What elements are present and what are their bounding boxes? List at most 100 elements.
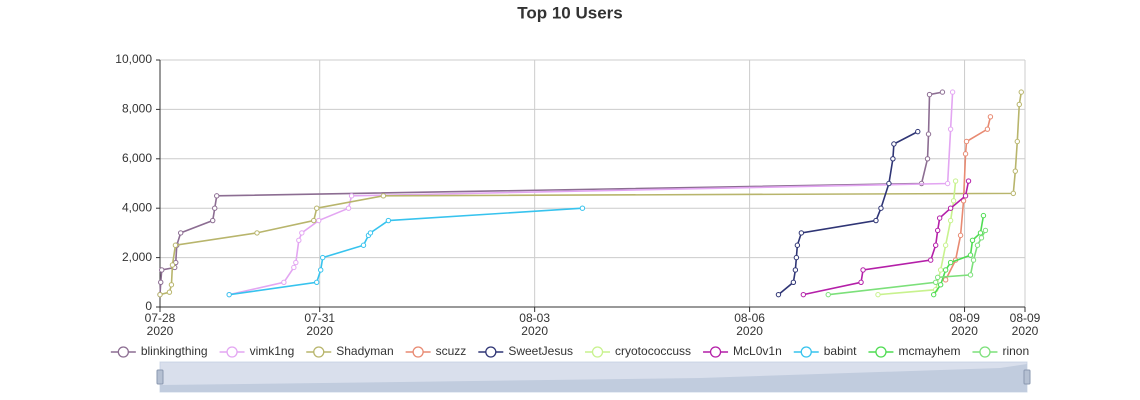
data-point (348, 193, 355, 199)
legend-icon (875, 346, 887, 358)
data-point (790, 279, 797, 285)
x-tick-label: 08-03 2020 (519, 311, 550, 338)
data-point (963, 138, 970, 145)
legend-label: rinon (1002, 344, 1029, 358)
data-point (937, 267, 944, 273)
data-point (177, 230, 184, 236)
data-point (1010, 190, 1017, 197)
data-point (886, 180, 892, 187)
data-point (937, 282, 944, 288)
legend-icon (313, 346, 325, 358)
series-line (159, 91, 1023, 296)
data-point (318, 267, 324, 273)
legend-item[interactable]: cryotococcuss (585, 344, 691, 358)
data-point (932, 279, 939, 285)
data-point (291, 264, 297, 271)
data-point (316, 217, 322, 224)
y-tick-label: 0 (145, 299, 152, 313)
data-point (360, 242, 367, 248)
data-point (928, 257, 934, 263)
y-tick-label: 10,000 (115, 52, 152, 66)
data-point (793, 254, 800, 261)
data-point (969, 237, 976, 244)
data-point (926, 91, 933, 98)
legend-item[interactable]: McL0v1n (703, 344, 782, 358)
data-point (798, 230, 805, 236)
series-line (228, 92, 954, 296)
y-tick-label: 6,000 (122, 151, 152, 165)
legend-label: Shadyman (336, 344, 393, 358)
series (226, 89, 956, 298)
data-point (915, 128, 921, 135)
series (825, 227, 989, 298)
data-point (168, 282, 175, 288)
data-point (947, 217, 954, 224)
slider-handle[interactable] (156, 369, 164, 385)
data-point (962, 193, 969, 199)
data-point (924, 156, 931, 162)
data-point (942, 277, 949, 283)
data-point (169, 262, 176, 268)
legend-icon (591, 346, 604, 358)
slider-handle[interactable] (1023, 369, 1031, 385)
data-point (930, 291, 937, 298)
data-point (385, 217, 392, 224)
data-point (1014, 138, 1020, 145)
legend-label: McL0v1n (733, 344, 782, 358)
data-point (172, 242, 179, 248)
data-point (314, 279, 320, 285)
legend-item[interactable]: Shadyman (306, 344, 394, 358)
data-point (873, 217, 879, 224)
legend-label: scuzz (436, 344, 467, 358)
legend-item[interactable]: blinkingthing (110, 344, 208, 358)
data-point (974, 242, 981, 248)
data-point (952, 178, 959, 184)
data-point (875, 291, 881, 298)
y-tick-label: 4,000 (122, 200, 152, 214)
data-point (157, 291, 163, 298)
data-point (982, 227, 989, 234)
legend-label: vimk1ng (250, 344, 295, 358)
data-point (320, 254, 326, 261)
data-zoom-slider[interactable] (156, 361, 1031, 393)
data-point (944, 180, 951, 187)
legend-item[interactable]: mcmayhem (868, 344, 960, 358)
series (800, 178, 972, 298)
x-tick-label: 08-06 2020 (734, 311, 765, 338)
series (775, 128, 921, 298)
data-point (314, 205, 320, 211)
legend-item[interactable]: vimk1ng (219, 344, 295, 358)
data-point (932, 242, 939, 248)
data-point (925, 131, 932, 137)
legend-item[interactable]: SweetJesus (478, 344, 573, 358)
data-point (980, 212, 987, 219)
data-point (210, 217, 216, 224)
data-point (970, 257, 977, 263)
data-point (962, 151, 969, 157)
legend-item[interactable]: babint (793, 344, 857, 358)
data-point (942, 242, 949, 248)
data-point (939, 89, 946, 95)
series (930, 212, 987, 298)
data-point (934, 274, 941, 281)
data-point (949, 89, 956, 95)
legend-icon (485, 346, 497, 358)
data-point (947, 126, 954, 132)
data-point (226, 291, 232, 298)
legend-item[interactable]: scuzz (405, 344, 467, 358)
series (157, 89, 1024, 298)
slider-shadow (160, 364, 1027, 392)
x-tick-label: 07-31 2020 (304, 311, 336, 338)
legend-icon (979, 346, 991, 358)
data-point (299, 230, 305, 236)
legend-icon (117, 346, 129, 358)
data-point (794, 242, 801, 248)
data-point (858, 279, 864, 285)
data-point (158, 279, 164, 285)
data-point (1018, 89, 1024, 95)
data-point (947, 205, 954, 211)
legend-item[interactable]: rinon (972, 344, 1029, 358)
data-point (254, 230, 260, 236)
data-point (987, 114, 994, 120)
